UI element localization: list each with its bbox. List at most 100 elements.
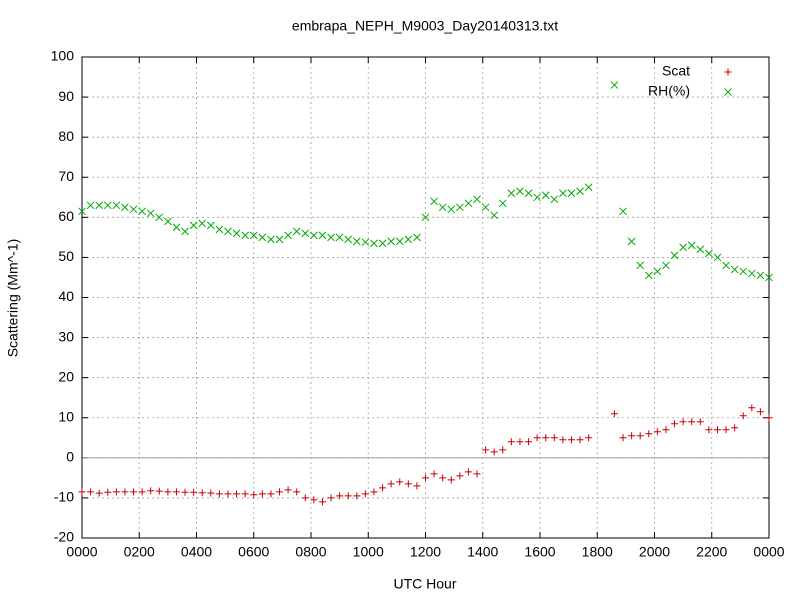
point (541, 191, 550, 200)
point (739, 412, 747, 420)
x-tick-label: 0000 (753, 544, 784, 560)
point (559, 189, 567, 198)
legend-label: RH(%) (648, 83, 690, 99)
point (232, 229, 241, 238)
point (370, 239, 378, 248)
point (413, 482, 421, 490)
point (181, 488, 189, 496)
point (95, 201, 104, 210)
point (739, 267, 748, 276)
point (455, 203, 464, 212)
x-tick-label: 0400 (181, 544, 212, 560)
x-tick-label: 0000 (66, 544, 97, 560)
point (404, 235, 413, 244)
y-tick-label: 100 (51, 48, 75, 64)
point (524, 189, 533, 198)
point (292, 227, 301, 236)
point (516, 187, 524, 196)
point (258, 490, 266, 498)
point (619, 207, 627, 216)
point (404, 480, 412, 488)
point (705, 426, 713, 434)
point (121, 203, 129, 212)
y-axis-label: Scattering (Mm^-1) (5, 239, 21, 358)
point (473, 470, 481, 478)
point (473, 195, 481, 204)
legend-marker (724, 88, 732, 96)
point (318, 231, 327, 240)
point (112, 201, 121, 210)
x-tick-label: 0800 (295, 544, 326, 560)
point (567, 189, 576, 198)
point (679, 243, 687, 252)
point (705, 249, 713, 258)
point (138, 207, 146, 216)
point (456, 472, 464, 480)
point (129, 205, 138, 214)
point (610, 410, 618, 418)
point (507, 189, 516, 198)
point (422, 474, 429, 482)
point (181, 227, 189, 236)
point (516, 438, 524, 446)
point (395, 237, 404, 246)
point (490, 211, 499, 220)
point (87, 488, 95, 496)
point (413, 233, 421, 242)
point (713, 253, 722, 262)
point (138, 488, 146, 496)
point (370, 488, 378, 496)
point (627, 237, 636, 246)
y-tick-label: 80 (58, 128, 74, 144)
point (464, 468, 472, 476)
point (747, 269, 756, 278)
point (301, 229, 310, 238)
point (439, 474, 447, 482)
point (498, 199, 507, 208)
point (86, 201, 95, 210)
point (104, 488, 112, 496)
point (215, 490, 223, 498)
y-tick-label: 40 (58, 288, 74, 304)
point (189, 221, 198, 230)
point (550, 434, 558, 442)
point (224, 227, 232, 236)
point (387, 237, 396, 246)
point (687, 241, 696, 250)
point (688, 418, 696, 426)
point (507, 438, 515, 446)
point (464, 199, 473, 208)
point (765, 273, 773, 282)
y-tick-label: -10 (54, 489, 74, 505)
point (275, 235, 284, 244)
point (447, 476, 455, 484)
chart-title: embrapa_NEPH_M9003_Day20140313.txt (292, 18, 558, 34)
point (481, 203, 490, 212)
y-tick-label: 30 (58, 328, 74, 344)
point (293, 488, 301, 496)
point (662, 426, 670, 434)
point (730, 265, 739, 274)
point (756, 271, 765, 280)
point (172, 488, 180, 496)
point (525, 438, 533, 446)
y-tick-label: 50 (58, 248, 74, 264)
point (190, 488, 198, 496)
point (731, 424, 739, 432)
point (430, 470, 438, 478)
point (78, 207, 86, 216)
x-tick-label: 1000 (353, 544, 384, 560)
x-tick-label: 1600 (524, 544, 555, 560)
x-tick-label: 2200 (696, 544, 727, 560)
point (130, 488, 138, 496)
point (696, 245, 705, 254)
point (310, 496, 318, 504)
point (430, 197, 438, 206)
point (396, 478, 404, 486)
legend-marker (724, 68, 732, 76)
point (146, 209, 155, 218)
point (327, 494, 335, 502)
point (619, 434, 627, 442)
legend-label: Scat (662, 63, 690, 79)
point (447, 205, 456, 214)
